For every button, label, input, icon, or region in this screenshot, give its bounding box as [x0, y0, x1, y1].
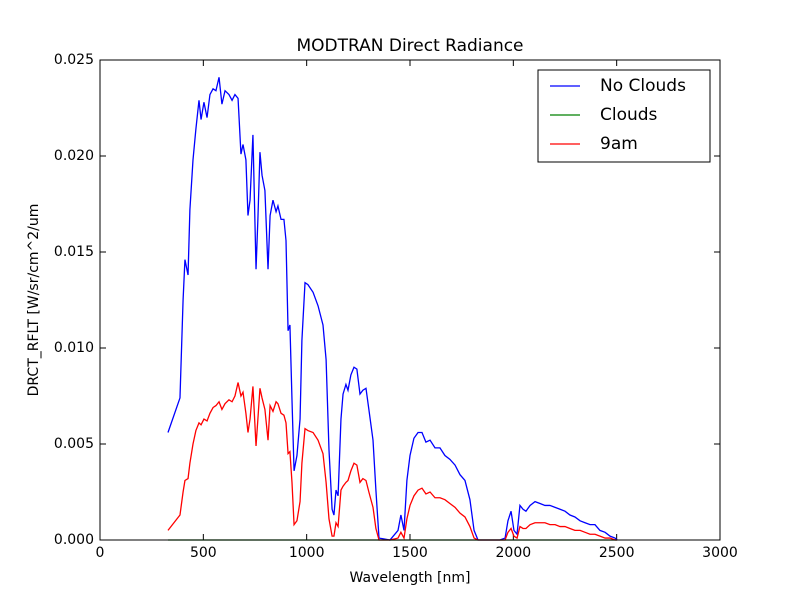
axes-frame: [99, 59, 721, 541]
x-tick-label: 0: [96, 545, 105, 561]
y-tick-label: 0.005: [54, 436, 94, 452]
x-tick-label: 1500: [392, 545, 428, 561]
x-tick-label: 500: [190, 545, 217, 561]
y-tick-label: 0.010: [54, 340, 94, 356]
y-tick-label: 0.000: [54, 532, 94, 548]
y-axis-label: DRCT_RFLT [W/sr/cm^2/um: [26, 204, 42, 397]
series-line: [167, 382, 618, 541]
chart-title: MODTRAN Direct Radiance: [296, 36, 523, 56]
y-tick-label: 0.025: [54, 52, 94, 68]
legend-box: [537, 69, 711, 163]
y-tick-label: 0.015: [54, 244, 94, 260]
series-line: [167, 77, 618, 541]
legend-label: No Clouds: [600, 76, 686, 96]
x-tick-label: 2000: [496, 545, 532, 561]
y-tick-label: 0.020: [54, 148, 94, 164]
x-tick-label: 2500: [599, 545, 635, 561]
legend: No Clouds Clouds 9am: [537, 69, 711, 163]
x-axis-label: Wavelength [nm]: [350, 570, 471, 586]
legend-label: 9am: [600, 134, 638, 154]
x-tick-label: 3000: [702, 545, 738, 561]
legend-label: Clouds: [600, 105, 658, 125]
x-tick-label: 1000: [289, 545, 325, 561]
